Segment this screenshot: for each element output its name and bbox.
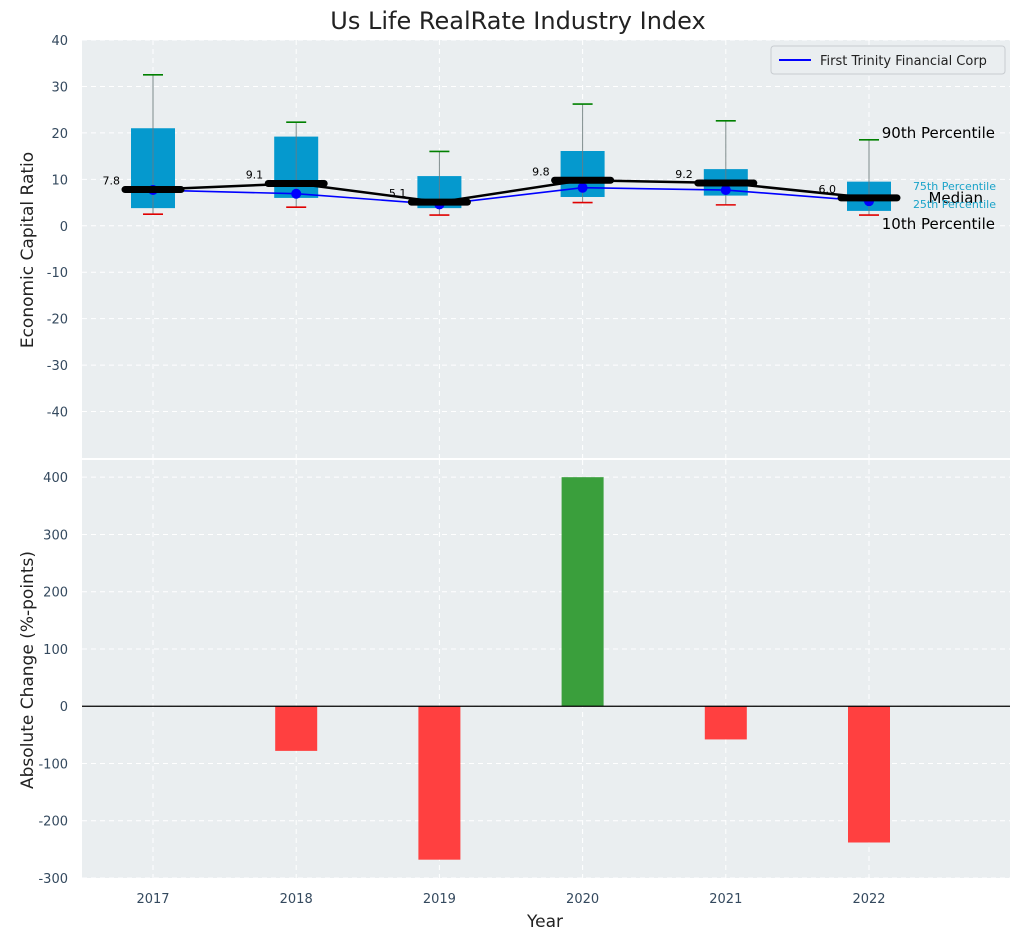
bottom-y-ticks: -300 -200 -100 0 100 200 300 400 [38,471,68,887]
y-tick-label: -200 [38,815,68,830]
y-tick-label: -40 [47,406,68,421]
x-ticks: 2017 2018 2019 2020 2021 2022 [136,892,885,907]
top-y-ticks: -40 -30 -20 -10 0 10 20 30 40 [47,34,68,421]
chart-title: Us Life RealRate Industry Index [330,7,705,35]
p10-annotation: 10th Percentile [882,215,995,233]
top-y-axis-label: Economic Capital Ratio [18,152,38,348]
change-bars [275,477,890,860]
change-bar [848,706,890,843]
bottom-y-axis-label: Absolute Change (%-points) [18,551,38,789]
y-tick-label: -100 [38,757,68,772]
y-tick-label: 400 [43,471,68,486]
legend-label: First Trinity Financial Corp [820,54,987,69]
company-line [152,186,870,206]
y-tick-label: 300 [43,528,68,543]
y-tick-label: 40 [51,34,68,49]
top-plot-area [82,40,1010,458]
x-tick-label: 2019 [423,892,456,907]
x-tick-label: 2020 [566,892,599,907]
median-value-label: 9.2 [675,168,693,181]
median-value-label: 9.1 [246,169,264,182]
x-tick-label: 2018 [280,892,313,907]
median-series: 7.8 9.1 5.1 9.8 9.2 6.0 [103,165,901,206]
change-bar [418,706,461,860]
median-value-label: 9.8 [532,165,550,178]
y-tick-label: -10 [47,266,68,281]
y-tick-label: 20 [51,127,68,142]
company-point [720,185,731,196]
p75-annotation: 75th Percentile [913,180,996,193]
legend-box [770,45,1006,75]
median-value-label: 6.0 [819,183,837,196]
y-tick-label: 200 [43,586,68,601]
company-point [577,182,588,193]
change-bar [561,477,604,707]
median-value-label: 7.8 [103,175,121,188]
company-point [291,188,302,199]
median-value-label: 5.1 [389,187,407,200]
y-tick-label: 0 [60,700,68,715]
x-axis-label: Year [526,912,563,932]
p25-annotation: 25th Percentile [913,198,996,211]
change-bar [275,706,318,751]
top-grid [82,39,1010,458]
y-tick-label: -30 [47,359,68,374]
y-tick-label: 10 [51,173,68,188]
y-tick-label: 0 [60,220,68,235]
x-tick-label: 2017 [136,892,169,907]
median-annotation: Median [928,189,983,207]
legend: First Trinity Financial Corp [770,45,1006,75]
y-tick-label: 30 [51,80,68,95]
change-bar [704,706,747,740]
x-tick-label: 2021 [709,892,742,907]
y-tick-label: 100 [43,643,68,658]
p90-annotation: 90th Percentile [882,124,995,142]
y-tick-label: -300 [38,872,68,887]
x-tick-label: 2022 [852,892,885,907]
y-tick-label: -20 [47,313,68,328]
